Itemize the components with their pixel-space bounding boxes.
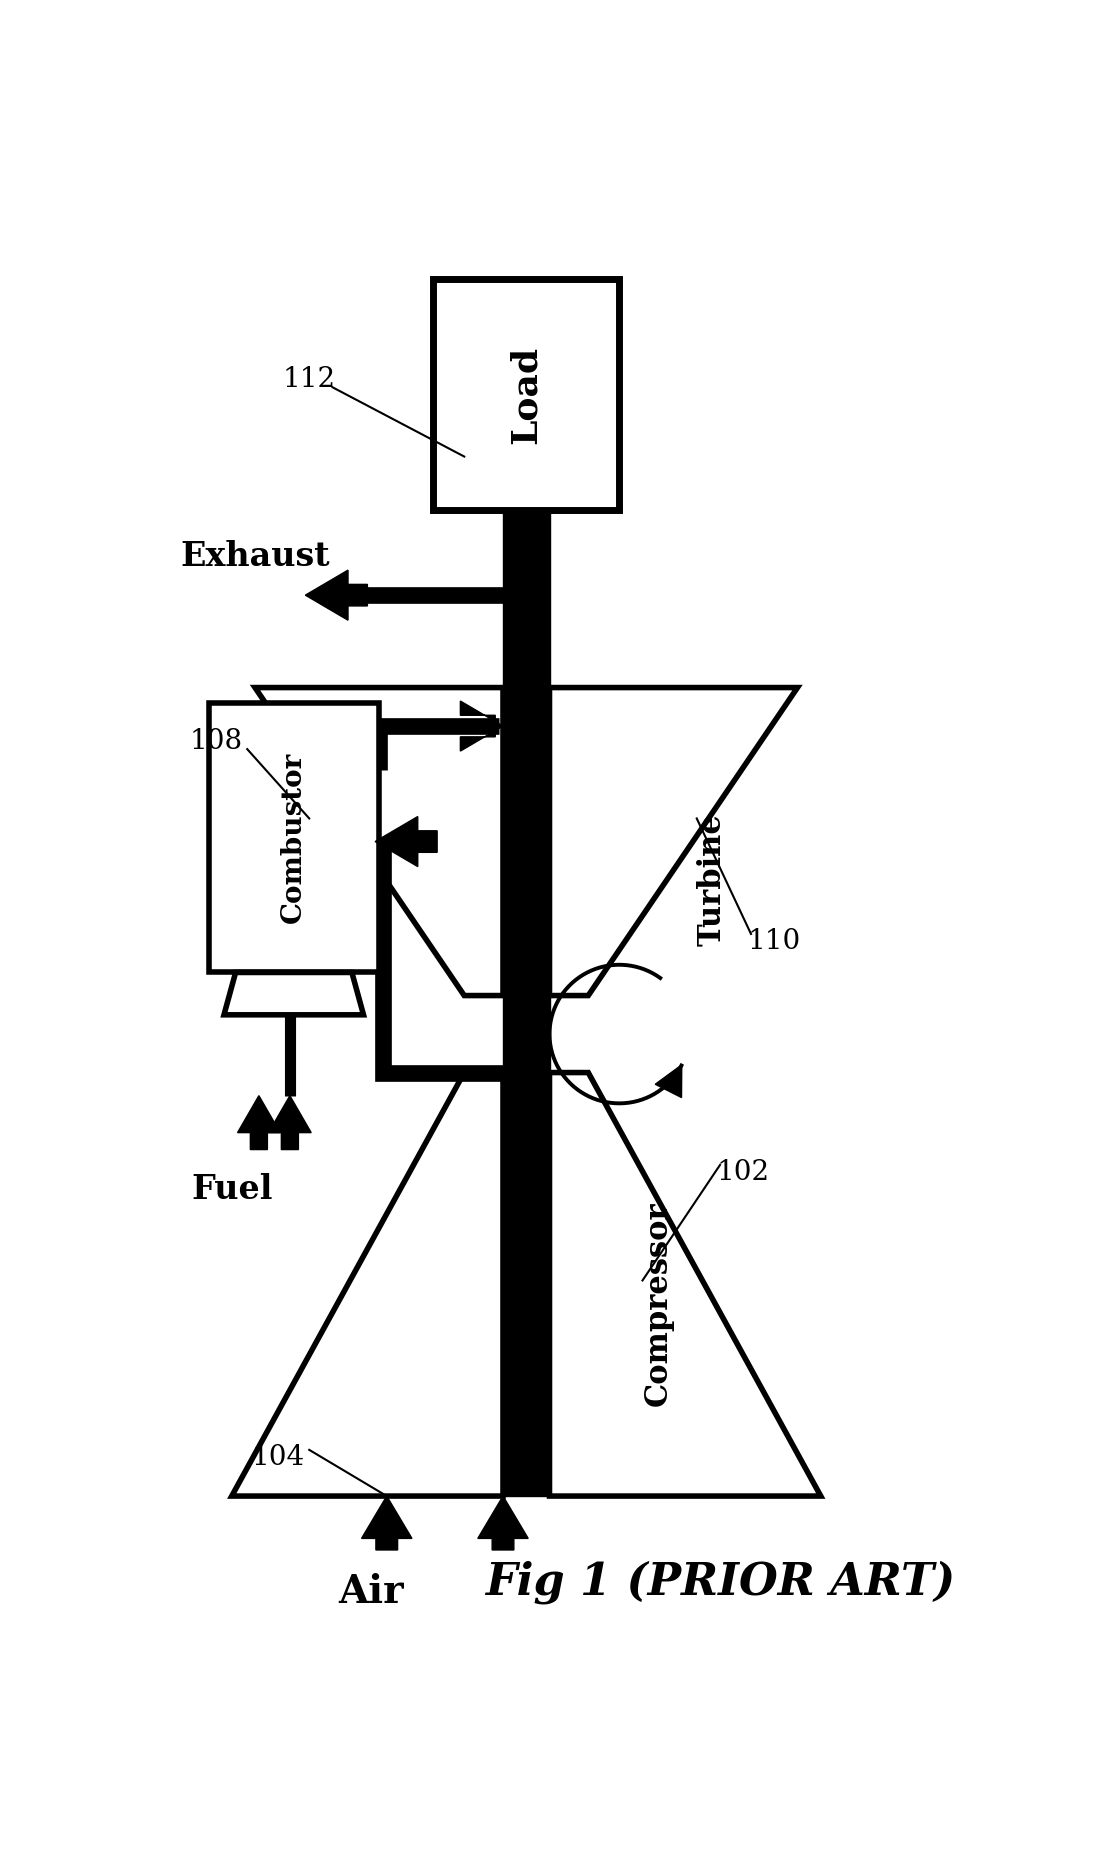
Text: 104: 104: [252, 1444, 305, 1470]
FancyArrow shape: [362, 1496, 412, 1550]
Text: 110: 110: [748, 929, 801, 955]
Bar: [503, 302, 549, 1496]
Polygon shape: [549, 1073, 820, 1496]
Text: Combustor: Combustor: [280, 753, 307, 923]
Text: 102: 102: [717, 1159, 770, 1187]
FancyArrow shape: [305, 571, 367, 621]
Text: Compressor: Compressor: [643, 1201, 674, 1405]
Text: Fig 1 (PRIOR ART): Fig 1 (PRIOR ART): [485, 1561, 955, 1604]
FancyArrow shape: [238, 1096, 280, 1149]
Polygon shape: [549, 688, 797, 996]
Polygon shape: [255, 688, 503, 996]
Polygon shape: [232, 1073, 503, 1496]
FancyArrow shape: [655, 1064, 682, 1098]
Text: Turbine: Turbine: [697, 814, 728, 947]
Text: Exhaust: Exhaust: [180, 540, 330, 573]
Text: Fuel: Fuel: [191, 1174, 272, 1205]
FancyArrow shape: [375, 816, 437, 866]
Text: 108: 108: [190, 729, 243, 755]
Text: Air: Air: [339, 1572, 404, 1611]
FancyArrow shape: [461, 701, 503, 751]
Bar: [433, 280, 619, 510]
Polygon shape: [224, 973, 363, 1014]
FancyArrow shape: [269, 1096, 311, 1149]
FancyArrow shape: [477, 1496, 528, 1550]
Text: Load: Load: [509, 347, 543, 443]
Text: 112: 112: [283, 365, 336, 393]
Bar: [209, 703, 379, 973]
